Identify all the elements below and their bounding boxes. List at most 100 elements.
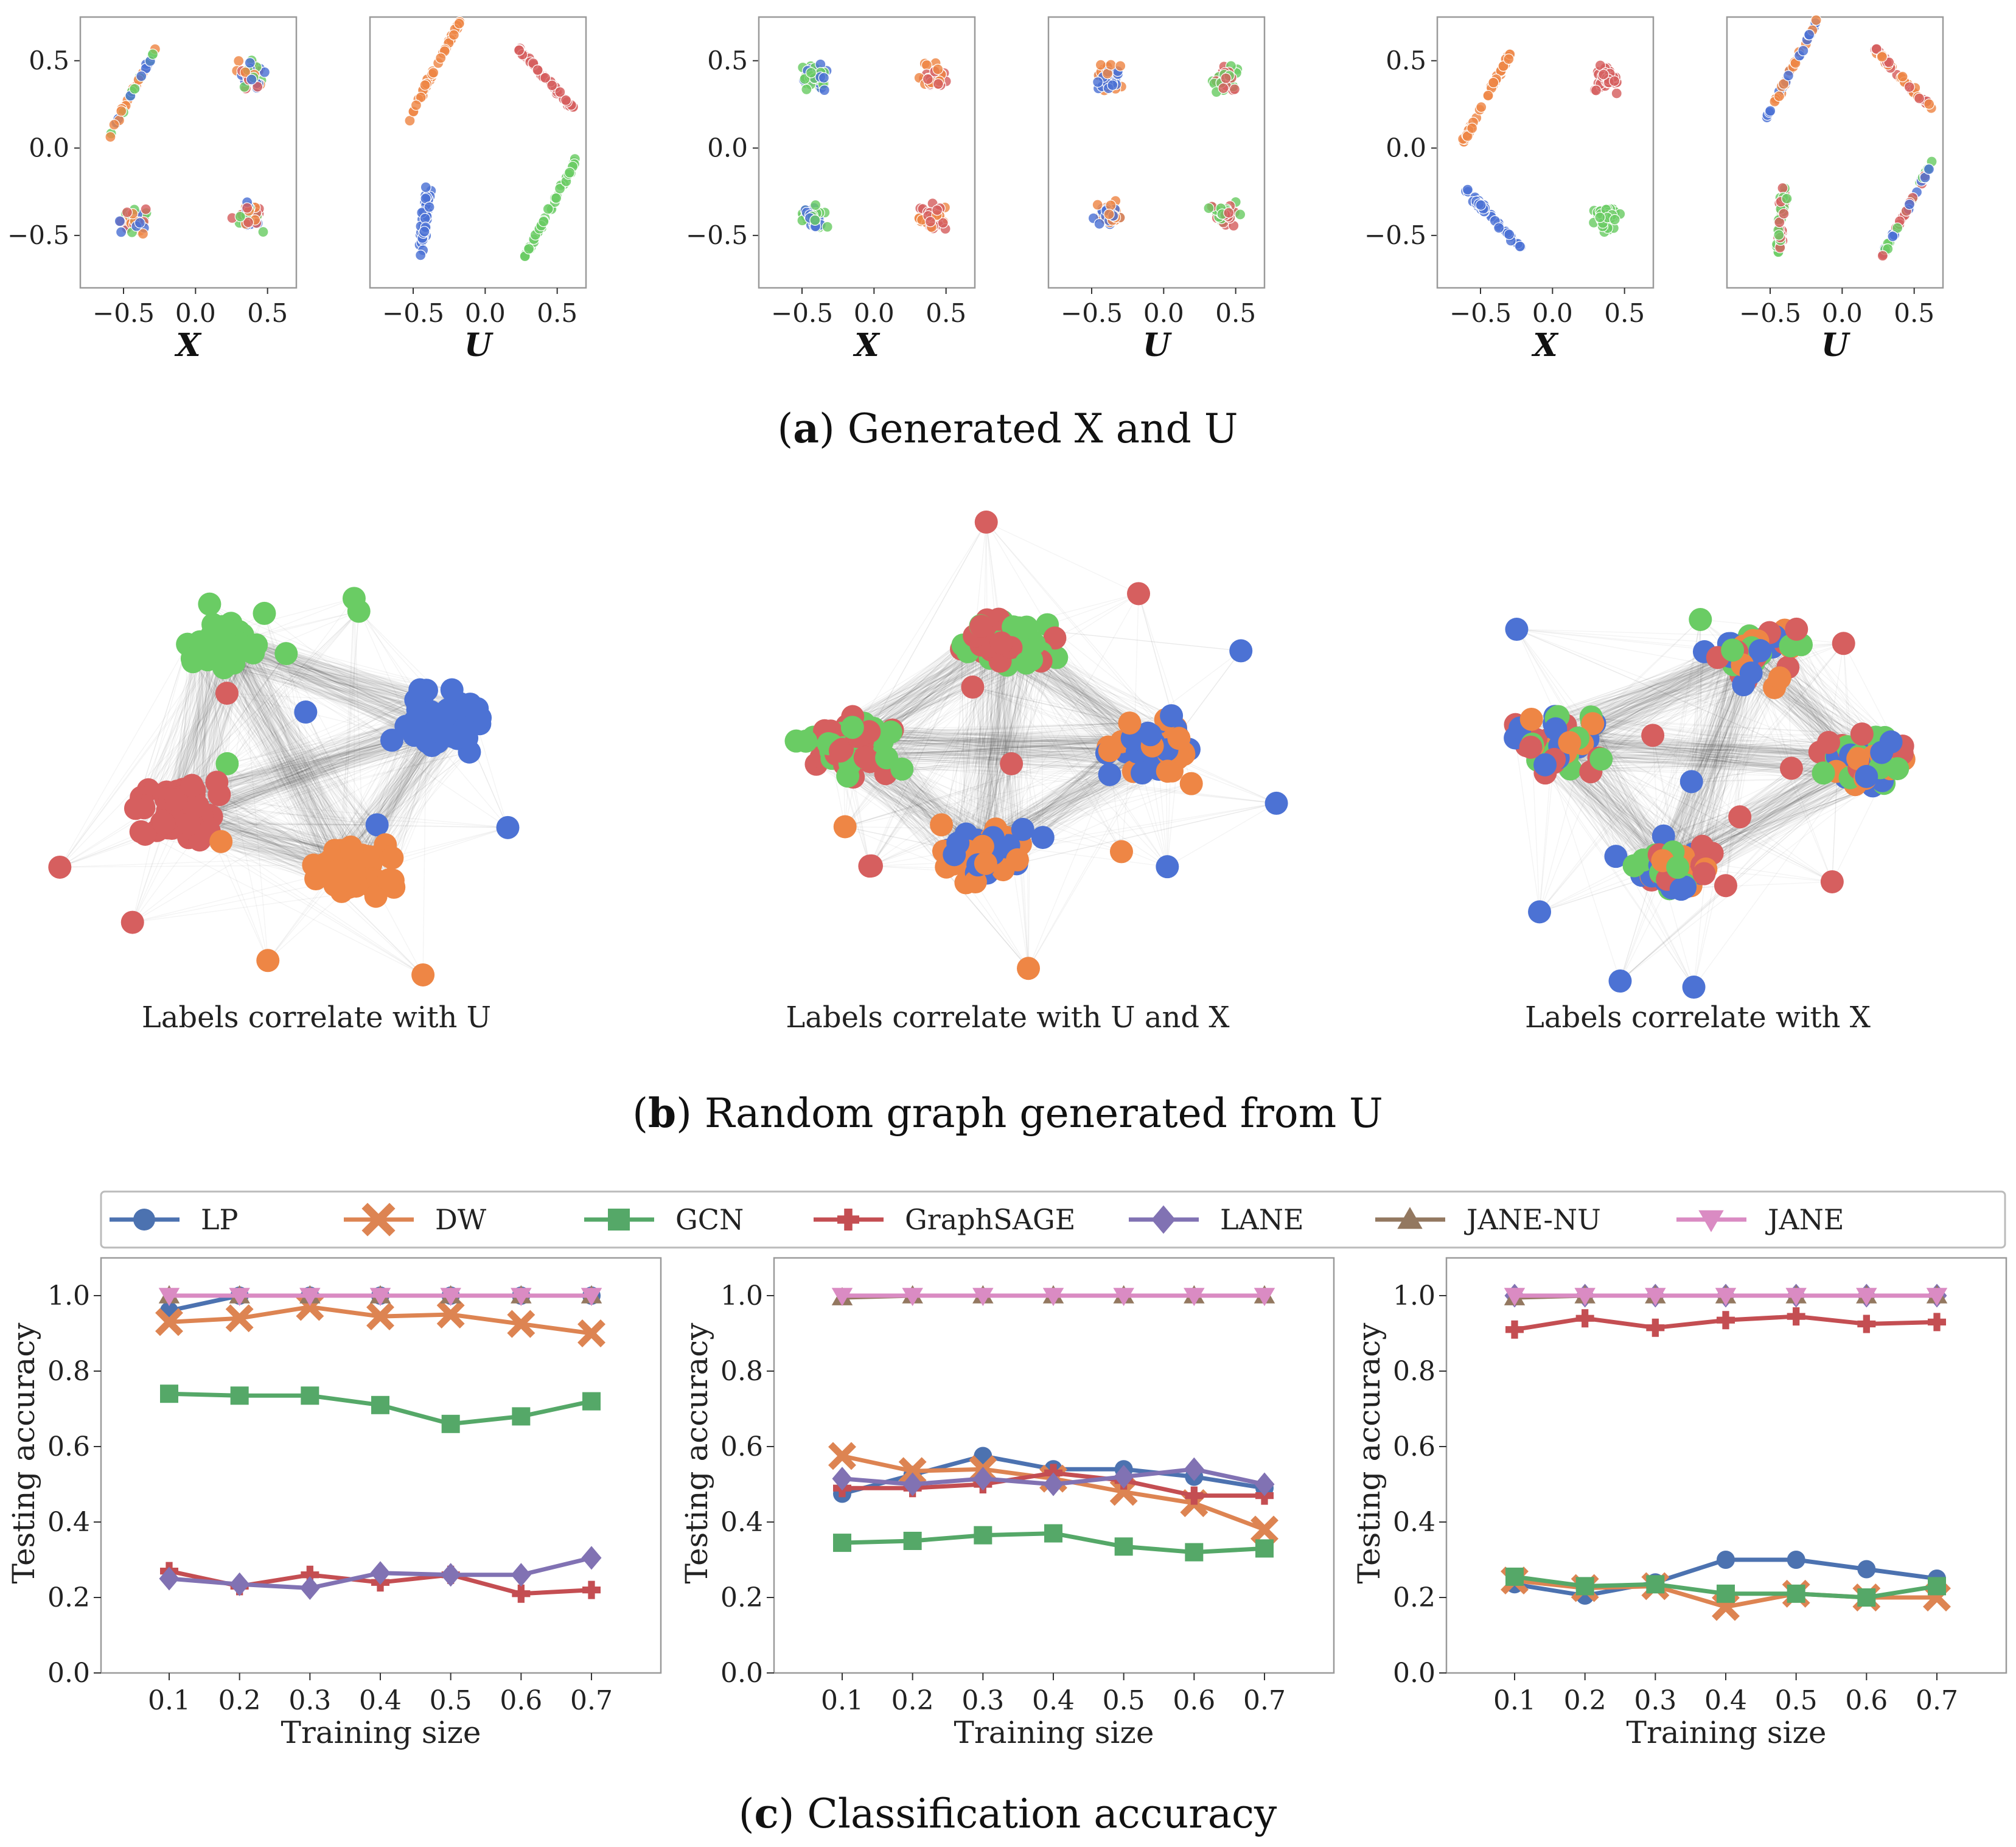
- graph-node: [974, 510, 998, 534]
- graph-edge: [231, 647, 378, 825]
- graph-node: [1156, 855, 1179, 879]
- scatter-frame: [1047, 16, 1266, 289]
- graph-edge: [221, 626, 355, 878]
- graph-edge: [239, 631, 428, 728]
- scatter-point: [1798, 45, 1809, 57]
- graph-edge: [227, 643, 392, 859]
- scatter-point: [1590, 85, 1602, 96]
- graph-node: [875, 746, 899, 770]
- scatter-point: [1765, 105, 1776, 117]
- scatter-point: [1503, 229, 1515, 240]
- graph-node: [860, 854, 884, 878]
- graph-node: [441, 725, 464, 749]
- graph-edge: [188, 744, 433, 839]
- ytick-label: 0.5: [1386, 46, 1426, 75]
- scatter-point: [246, 74, 257, 85]
- ytick-label: −0.5: [686, 220, 748, 250]
- graph-node: [1000, 752, 1024, 775]
- scatter-point: [523, 243, 535, 254]
- scatter-point: [129, 83, 141, 95]
- graph-node: [256, 949, 280, 972]
- graph-edge: [166, 610, 360, 800]
- scatter-point: [252, 81, 263, 93]
- xtick-label: 0.0: [854, 298, 895, 328]
- graph-edge: [225, 656, 415, 736]
- graph-node: [411, 963, 435, 986]
- graph-edge: [59, 650, 220, 868]
- graph-edge: [60, 727, 428, 868]
- scatter-point: [1782, 70, 1795, 82]
- graph-edge: [250, 649, 353, 857]
- scatter-xlabel: U: [1143, 327, 1172, 364]
- xtick-label: −0.5: [1449, 298, 1512, 328]
- graph-edge: [231, 648, 341, 851]
- scatter-xlabel: X: [1531, 327, 1559, 364]
- graph-edge: [198, 808, 508, 828]
- graph-edge: [239, 631, 351, 881]
- graph-edge: [377, 741, 428, 825]
- graph-edge: [220, 650, 430, 733]
- scatter-point: [116, 105, 127, 117]
- graph-edge: [251, 648, 415, 736]
- scatter-point: [108, 119, 120, 131]
- scatter-point: [1476, 101, 1487, 113]
- graph-edge: [219, 650, 341, 876]
- graph-edge: [229, 644, 368, 873]
- graph-edge: [285, 653, 378, 825]
- graph-edge: [231, 648, 355, 871]
- scatter-xlabel: X: [174, 327, 202, 364]
- graph-edge: [221, 626, 368, 857]
- graph-edge: [227, 648, 392, 859]
- graph-node: [274, 642, 298, 666]
- graph-edge: [220, 634, 316, 879]
- scatter-point: [1218, 82, 1229, 94]
- xtick-label: 0.5: [247, 298, 288, 328]
- graph-edge: [431, 736, 509, 828]
- scatter-point: [1903, 81, 1915, 93]
- graph-edge: [225, 656, 392, 859]
- scatter-point: [1105, 200, 1117, 211]
- graph-edge: [225, 663, 427, 691]
- scatter-point: [1804, 29, 1815, 41]
- scatter-point: [1103, 208, 1115, 220]
- xtick-label: 0.5: [1215, 298, 1256, 328]
- graph-edge: [245, 650, 346, 860]
- xtick-label: −0.5: [771, 298, 833, 328]
- scatter-frame: [1726, 16, 1944, 289]
- graph-edge: [226, 644, 350, 862]
- scatter-point: [257, 226, 269, 238]
- graph-edge: [187, 644, 345, 857]
- scatter-point: [1887, 231, 1899, 242]
- graph-node: [840, 716, 864, 739]
- scatter-point: [140, 203, 152, 215]
- xtick-label: −0.5: [1061, 298, 1123, 328]
- graph-node: [198, 592, 221, 616]
- graph-edge: [241, 646, 361, 862]
- scatter-point: [1924, 98, 1935, 110]
- graph-edge: [201, 644, 268, 961]
- scatter-point: [1488, 77, 1499, 88]
- scatter-point: [420, 181, 431, 193]
- graph-edge: [220, 634, 508, 828]
- scatter-point: [818, 72, 829, 83]
- scatter-point: [147, 48, 159, 60]
- graph-edge: [200, 641, 340, 867]
- graph-edge: [225, 656, 386, 845]
- graph-edge: [144, 644, 202, 835]
- graph-node: [1167, 727, 1191, 750]
- scatter-point: [1777, 182, 1788, 194]
- scatter-point: [932, 204, 943, 216]
- graph-edge: [192, 658, 195, 791]
- xtick-label: 0.0: [1532, 298, 1573, 328]
- scatter-point: [554, 86, 566, 98]
- graph-node: [828, 739, 852, 763]
- graph-edge: [202, 709, 418, 818]
- graph-edge: [237, 641, 355, 878]
- graph-edge: [986, 522, 1139, 595]
- scatter-point: [1611, 88, 1622, 99]
- scatter-point: [805, 67, 817, 79]
- graph-edge: [194, 741, 438, 795]
- graph-node: [833, 815, 857, 839]
- scatter-point: [233, 55, 245, 67]
- graph-node: [440, 678, 464, 702]
